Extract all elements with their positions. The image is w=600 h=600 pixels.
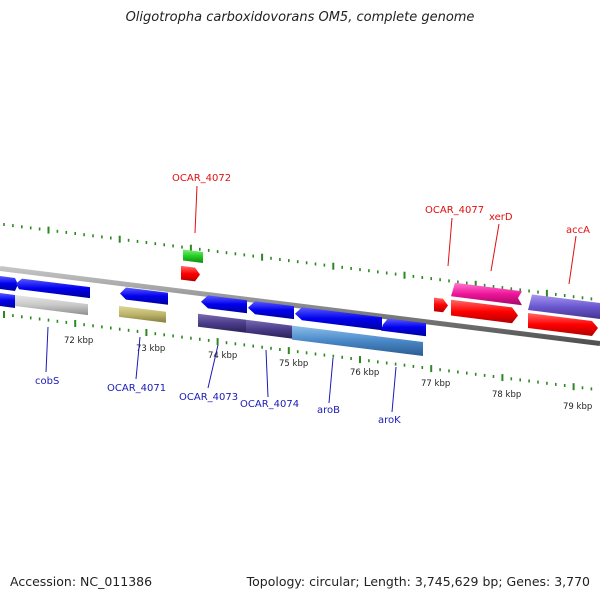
leader-line	[568, 235, 577, 285]
gene-arrow-ocar4077[interactable]	[434, 297, 448, 313]
gene-arrow-ocar4074[interactable]	[248, 301, 294, 320]
gene-arrow-ocar4072[interactable]	[181, 265, 200, 282]
ruler-labels: 72 kbp 73 kbp 74 kbp 75 kbp 76 kbp 77 kb…	[64, 336, 592, 412]
gene-label-ocar4071[interactable]: OCAR_4071	[107, 383, 166, 394]
feature-arrow[interactable]	[183, 249, 203, 264]
ruler-label: 79 kbp	[563, 402, 592, 412]
leader-line	[207, 344, 219, 389]
gene-labels: cobS OCAR_4071 OCAR_4072 OCAR_4073 OCAR_…	[35, 173, 590, 426]
genome-title: Oligotropha carboxidovorans OM5, complet…	[125, 10, 475, 25]
gene-arrow-cobS[interactable]	[16, 278, 90, 299]
leader-line	[490, 223, 500, 272]
gene-arrow-xerD[interactable]	[451, 299, 518, 324]
feature-arrow[interactable]	[292, 325, 423, 356]
forward-cog-row	[183, 249, 600, 320]
gene-arrow-ocar4071[interactable]	[120, 287, 168, 305]
gene-label-ocar4074[interactable]: OCAR_4074	[240, 399, 299, 410]
feature-arrow[interactable]	[119, 305, 166, 323]
genome-backbone	[0, 266, 600, 346]
ruler-label: 75 kbp	[279, 359, 308, 369]
feature-arrow[interactable]	[198, 313, 246, 333]
accession-text: Accession: NC_011386	[10, 574, 153, 589]
label-leaders	[45, 185, 577, 413]
gene-arrow-accA[interactable]	[528, 313, 598, 336]
gene-arrow-ocar4073[interactable]	[201, 295, 247, 314]
gene-label-xerD[interactable]: xerD	[489, 212, 513, 223]
feature-arrow[interactable]	[15, 295, 88, 316]
ruler-label: 72 kbp	[64, 336, 93, 346]
leader-line	[194, 185, 198, 234]
ruler-label: 77 kbp	[421, 379, 450, 389]
gene-arrow-aroK[interactable]	[381, 318, 426, 337]
gene-label-ocar4072[interactable]: OCAR_4072	[172, 173, 231, 184]
ruler-label: 78 kbp	[492, 390, 521, 400]
reverse-cog-row	[15, 295, 423, 356]
ruler-label: 74 kbp	[208, 351, 237, 361]
leader-line	[135, 336, 141, 380]
leader-line	[447, 217, 453, 267]
forward-gene-row	[0, 265, 598, 336]
ruler-label: 76 kbp	[350, 368, 379, 378]
gene-arrow-cobS-prev[interactable]	[0, 276, 18, 291]
feature-arrow[interactable]	[528, 294, 600, 320]
feature-arrow[interactable]	[246, 319, 292, 339]
ruler-label: 73 kbp	[136, 344, 165, 354]
gene-label-aroB[interactable]: aroB	[317, 405, 340, 416]
gene-label-aroK[interactable]: aroK	[378, 415, 401, 426]
leader-line	[45, 326, 49, 373]
outer-ruler	[3, 223, 593, 301]
gene-arrow-aroB[interactable]	[295, 307, 382, 331]
inner-ruler	[3, 311, 593, 391]
gene-label-accA[interactable]: accA	[566, 225, 590, 236]
topology-text: Topology: circular; Length: 3,745,629 bp…	[246, 574, 590, 589]
leader-line	[391, 366, 397, 413]
gene-label-cobS[interactable]: cobS	[35, 376, 59, 387]
leader-line	[328, 357, 334, 404]
reverse-gene-row	[0, 287, 426, 337]
gene-label-ocar4073[interactable]: OCAR_4073	[179, 392, 238, 403]
feature-arrow[interactable]	[451, 282, 522, 306]
gene-label-ocar4077[interactable]: OCAR_4077	[425, 205, 484, 216]
leader-line	[265, 349, 269, 398]
gene-arrow-left-reverse[interactable]	[0, 293, 15, 308]
